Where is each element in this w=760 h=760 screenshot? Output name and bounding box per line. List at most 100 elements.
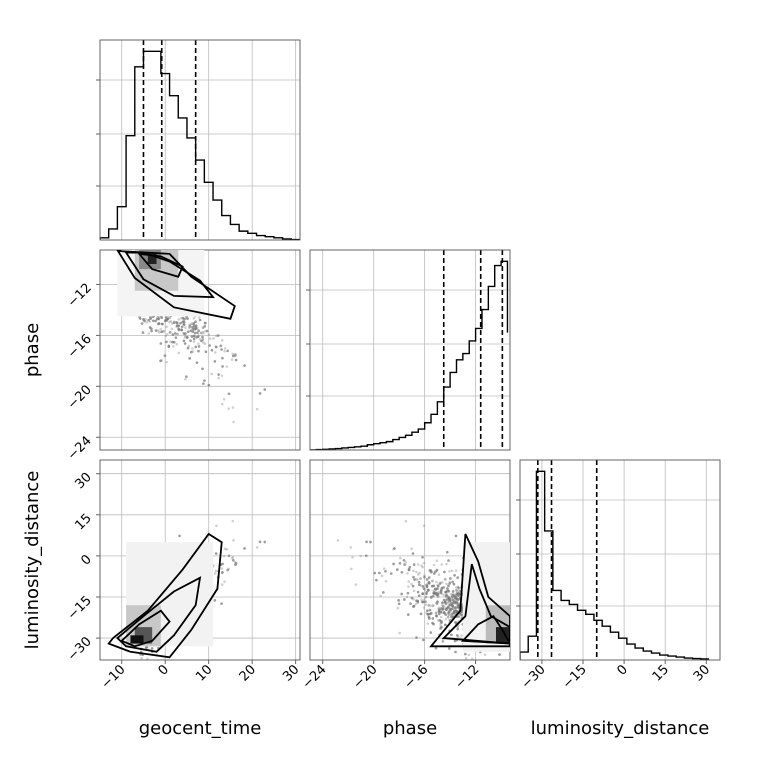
sample-point (167, 315, 171, 319)
sample-point (201, 335, 204, 339)
sample-point (402, 559, 406, 562)
sample-point (412, 575, 415, 579)
sample-point (443, 600, 447, 604)
sample-point (434, 646, 438, 650)
sample-point (445, 608, 448, 611)
sample-point (437, 584, 440, 588)
sample-point (432, 591, 435, 595)
sample-point (445, 582, 448, 586)
sample-point (456, 627, 460, 631)
sample-point (406, 591, 410, 595)
sample-point (175, 321, 178, 324)
sample-point (424, 600, 427, 604)
sample-point (436, 590, 440, 594)
sample-point (423, 574, 426, 577)
sample-point (429, 631, 433, 634)
sample-point (437, 584, 440, 588)
sample-point (404, 519, 408, 523)
sample-point (223, 547, 227, 551)
sample-point (167, 344, 171, 348)
sample-point (434, 592, 437, 595)
sample-point (444, 602, 448, 606)
sample-point (421, 592, 424, 595)
sample-point (456, 592, 460, 596)
sample-point (444, 590, 448, 594)
sample-point (419, 612, 423, 616)
sample-point (451, 607, 454, 611)
sample-point (442, 611, 446, 614)
sample-point (429, 631, 433, 634)
sample-point (187, 344, 191, 348)
sample-point (424, 600, 427, 604)
sample-point (451, 604, 455, 608)
sample-point (184, 332, 187, 335)
sample-point (175, 321, 178, 324)
sample-point (412, 604, 416, 608)
sample-point (382, 591, 385, 594)
sample-point (201, 330, 205, 334)
sample-point (443, 570, 446, 574)
sample-point (231, 519, 235, 523)
sample-point (426, 589, 430, 592)
sample-point (227, 392, 231, 396)
sample-point (449, 608, 452, 611)
sample-point (441, 601, 444, 604)
sample-point (460, 615, 463, 619)
sample-point (204, 350, 208, 354)
sample-point (213, 572, 217, 575)
sample-point (403, 598, 406, 601)
sample-point (417, 580, 421, 584)
sample-point (423, 588, 427, 592)
sample-point (419, 612, 423, 616)
sample-point (201, 382, 205, 385)
sample-point (442, 586, 445, 589)
sample-point (165, 340, 168, 344)
sample-point (447, 647, 451, 650)
sample-point (457, 615, 460, 618)
sample-point (351, 555, 354, 559)
sample-point (169, 340, 172, 344)
sample-point (437, 594, 440, 598)
sample-point (438, 582, 442, 585)
sample-point (442, 604, 445, 608)
sample-point (165, 325, 168, 329)
sample-point (143, 319, 146, 323)
sample-point (453, 606, 457, 609)
sample-point (429, 570, 433, 574)
sample-point (432, 622, 435, 626)
sample-point (445, 608, 448, 611)
sample-point (412, 569, 415, 573)
sample-point (167, 345, 171, 348)
sample-point (448, 608, 452, 611)
sample-point (379, 594, 383, 598)
sample-point (197, 329, 200, 333)
sample-point (165, 319, 169, 322)
sample-point (435, 593, 439, 597)
sample-point (455, 606, 458, 609)
sample-point (449, 608, 453, 611)
sample-point (429, 569, 432, 572)
sample-point (412, 605, 415, 608)
sample-point (195, 361, 199, 364)
sample-point (439, 610, 443, 614)
sample-point (416, 563, 420, 566)
sample-point (182, 322, 186, 326)
histogram-geocent_time (100, 50, 300, 240)
sample-point (452, 594, 456, 598)
sample-point (449, 592, 453, 596)
sample-point (150, 647, 154, 650)
sample-point (431, 604, 435, 607)
sample-point (415, 599, 418, 602)
sample-point (454, 597, 458, 601)
sample-point (175, 321, 178, 324)
sample-point (421, 585, 425, 588)
sample-point (144, 646, 148, 650)
sample-point (193, 331, 197, 335)
sample-point (448, 582, 451, 585)
sample-point (149, 316, 152, 319)
sample-point (444, 598, 448, 602)
sample-point (210, 348, 214, 352)
sample-point (457, 604, 460, 608)
sample-point (414, 602, 418, 606)
sample-point (444, 602, 448, 606)
